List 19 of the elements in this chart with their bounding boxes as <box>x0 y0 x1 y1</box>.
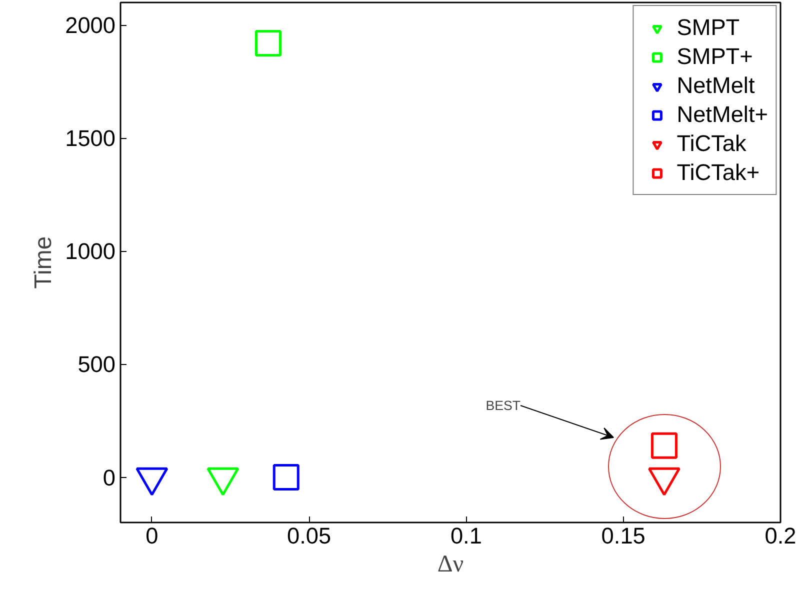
y-axis-title: Time <box>30 236 58 289</box>
legend-label: NetMelt <box>676 72 755 99</box>
annotation: BEST <box>486 398 520 413</box>
legend-label: TiCTak <box>676 130 746 157</box>
y-tick-label: 1500 <box>65 125 116 152</box>
y-tick-label: 2000 <box>65 12 116 38</box>
y-tick-label: 500 <box>78 351 116 378</box>
legend-label: TiCTak+ <box>676 159 760 186</box>
x-tick-label: 0.15 <box>601 522 646 548</box>
x-tick-label: 0 <box>146 522 158 548</box>
y-tick-label: 0 <box>102 464 116 490</box>
x-tick-label: 0.2 <box>764 522 796 548</box>
x-tick-label: 0.1 <box>450 522 482 548</box>
legend-label: SMPT <box>676 14 740 41</box>
legend-label: NetMelt+ <box>676 101 768 128</box>
x-axis-title: Δν <box>437 552 464 578</box>
legend-label: SMPT+ <box>676 43 753 70</box>
y-tick-label: 1000 <box>65 238 116 264</box>
x-tick-label: 0.05 <box>287 522 332 548</box>
